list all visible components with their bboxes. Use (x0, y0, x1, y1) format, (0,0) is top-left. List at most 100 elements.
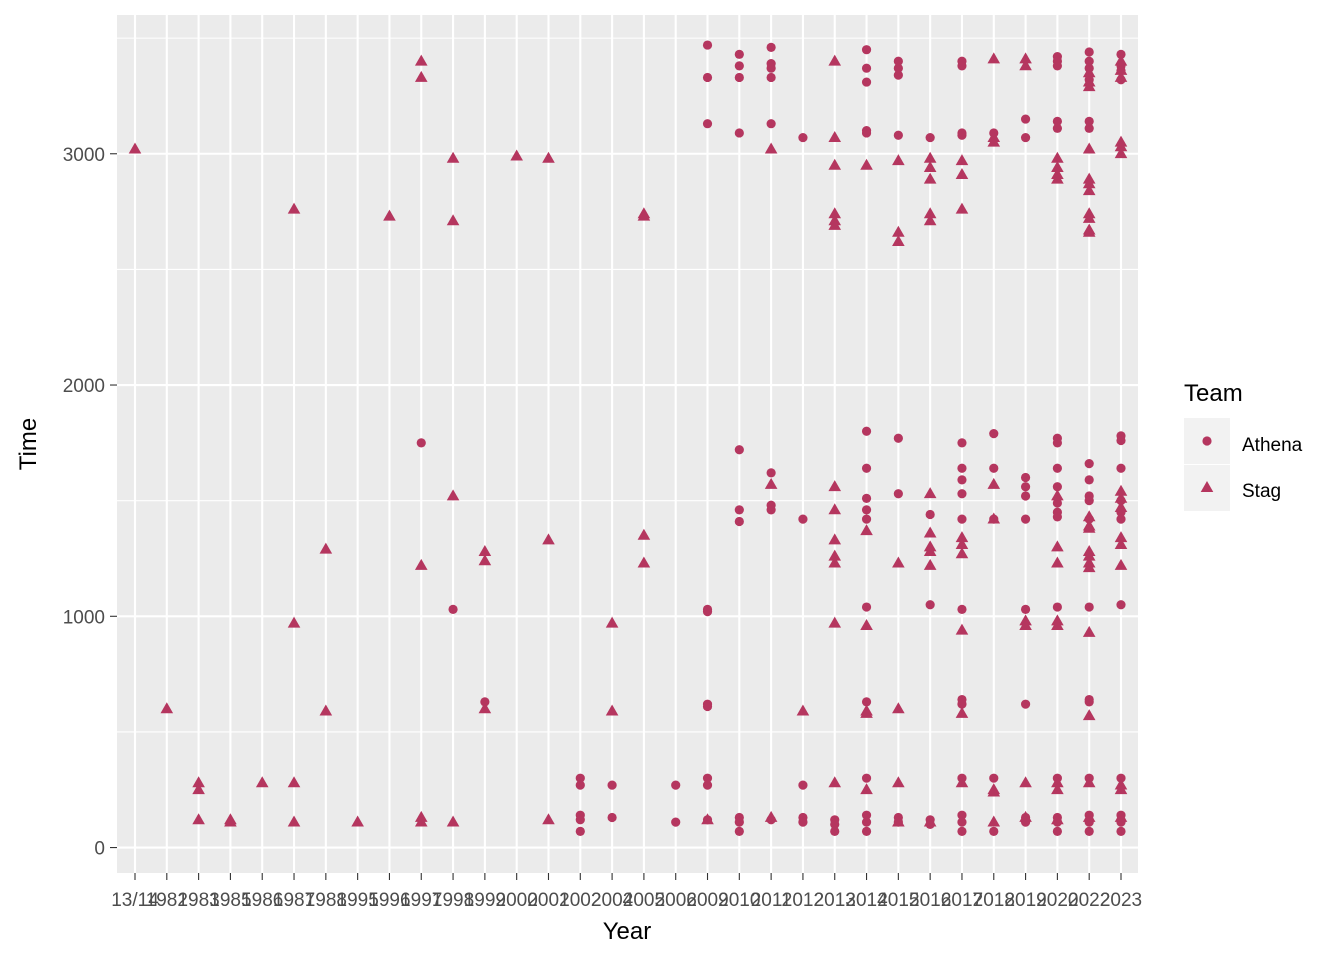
point-athena (893, 130, 903, 140)
point-athena (734, 445, 744, 455)
point-athena (575, 815, 585, 825)
point-stag (1114, 140, 1128, 152)
point-stag (637, 528, 651, 540)
point-athena (575, 780, 585, 790)
point-athena (1116, 773, 1126, 783)
point-stag (446, 151, 460, 163)
point-athena (766, 42, 776, 52)
x-tick-label: 2019 (1004, 890, 1046, 911)
y-tick-label: 0 (94, 839, 105, 860)
x-tick-label: 2010 (718, 890, 760, 911)
point-athena (861, 817, 872, 827)
point-stag (892, 815, 905, 827)
point-stag (828, 130, 842, 142)
point-stag (1082, 510, 1096, 522)
point-athena (798, 132, 808, 143)
point-stag (1019, 52, 1032, 64)
point-stag (478, 702, 492, 714)
point-stag (828, 207, 842, 219)
point-athena (766, 119, 776, 129)
point-athena (1052, 116, 1062, 126)
point-stag (955, 202, 969, 214)
x-tick-label: 1985 (209, 890, 251, 911)
point-stag (1082, 142, 1096, 154)
point-athena (861, 697, 872, 707)
data-points (128, 40, 1128, 836)
point-stag (287, 202, 301, 214)
point-athena (1020, 491, 1031, 501)
x-tick-label: 2015 (877, 890, 919, 911)
point-stag (987, 815, 1001, 827)
x-tick-label: 13/14 (111, 890, 159, 911)
x-tick-label: 2000 (496, 890, 538, 911)
point-athena (957, 699, 967, 709)
point-stag (287, 815, 301, 827)
x-tick-label: 1988 (305, 890, 347, 911)
legend: Team Athena Stag (1184, 380, 1303, 511)
point-athena (861, 45, 872, 55)
point-stag (1114, 147, 1128, 159)
point-athena (734, 817, 744, 827)
point-athena (766, 72, 776, 83)
point-stag (1051, 161, 1064, 173)
point-athena (861, 77, 872, 87)
point-athena (671, 780, 681, 790)
point-stag (923, 815, 937, 827)
point-stag (1082, 776, 1096, 788)
point-stag (1051, 618, 1064, 630)
point-stag (192, 813, 205, 825)
point-stag (542, 813, 555, 825)
point-stag (955, 531, 969, 543)
point-stag (1114, 558, 1128, 570)
point-athena (830, 826, 840, 836)
point-stag (1114, 63, 1128, 75)
point-stag (955, 776, 969, 788)
point-athena (1084, 826, 1094, 836)
x-tick-label: 1986 (241, 890, 283, 911)
point-athena (1116, 49, 1126, 59)
point-athena (861, 128, 872, 138)
point-stag (1082, 225, 1096, 237)
point-athena (861, 493, 872, 503)
point-stag (828, 158, 842, 170)
point-stag (1082, 80, 1096, 92)
point-athena (893, 56, 903, 66)
point-stag (796, 704, 810, 716)
point-stag (701, 813, 714, 825)
point-athena (1084, 602, 1094, 612)
point-athena (416, 438, 426, 448)
x-tick-label: 1997 (400, 890, 442, 911)
point-athena (766, 505, 776, 515)
point-stag (637, 209, 651, 221)
point-stag (605, 616, 619, 628)
point-athena (1084, 116, 1094, 126)
point-stag (1082, 810, 1096, 822)
point-stag (160, 702, 174, 714)
point-stag (1114, 500, 1128, 512)
point-stag (1051, 556, 1064, 568)
point-athena (1020, 604, 1031, 614)
point-stag (542, 151, 555, 163)
point-athena (798, 514, 808, 524)
x-tick-label: 1982 (146, 890, 188, 911)
x-tick-label: 2013 (814, 890, 856, 911)
point-athena (1020, 699, 1031, 709)
major-gridlines (117, 15, 1138, 873)
point-stag (1114, 491, 1128, 503)
point-athena (893, 70, 903, 80)
point-athena (607, 780, 617, 790)
point-stag (1051, 776, 1064, 788)
point-athena (861, 602, 872, 612)
point-stag (764, 810, 778, 822)
point-athena (1116, 435, 1126, 446)
point-stag (1019, 810, 1032, 822)
point-athena (957, 826, 967, 836)
point-athena (1052, 498, 1062, 508)
point-athena (925, 132, 935, 143)
point-athena (893, 63, 903, 73)
point-athena (766, 63, 776, 73)
point-stag (892, 702, 905, 714)
point-stag (923, 558, 937, 570)
point-athena (798, 817, 808, 827)
point-stag (510, 149, 523, 161)
